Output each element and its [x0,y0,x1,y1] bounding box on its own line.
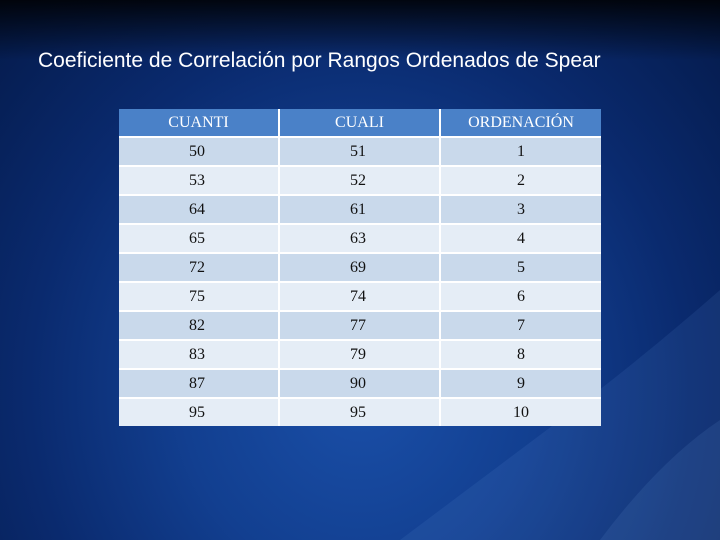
table-row: 83 79 8 [119,341,601,370]
cell-ordenacion: 4 [441,225,601,254]
cell-cuanti: 75 [119,283,280,312]
cell-cuali: 77 [280,312,441,341]
cell-cuali: 69 [280,254,441,283]
cell-cuanti: 95 [119,399,280,426]
cell-cuali: 61 [280,196,441,225]
cell-cuanti: 83 [119,341,280,370]
table-header-row: CUANTI CUALI ORDENACIÓN [119,109,601,138]
cell-cuali: 51 [280,138,441,167]
column-header-ordenacion: ORDENACIÓN [441,109,601,138]
table-row: 95 95 10 [119,399,601,426]
data-table: CUANTI CUALI ORDENACIÓN 50 51 1 53 52 2 … [119,109,601,426]
cell-cuali: 95 [280,399,441,426]
table-row: 82 77 7 [119,312,601,341]
slide-title: Coeficiente de Correlación por Rangos Or… [38,49,601,72]
cell-ordenacion: 1 [441,138,601,167]
cell-cuanti: 65 [119,225,280,254]
cell-ordenacion: 9 [441,370,601,399]
cell-cuanti: 82 [119,312,280,341]
cell-cuali: 63 [280,225,441,254]
cell-cuali: 74 [280,283,441,312]
cell-ordenacion: 6 [441,283,601,312]
table-row: 53 52 2 [119,167,601,196]
column-header-cuanti: CUANTI [119,109,280,138]
cell-ordenacion: 10 [441,399,601,426]
cell-ordenacion: 8 [441,341,601,370]
table-row: 65 63 4 [119,225,601,254]
cell-ordenacion: 7 [441,312,601,341]
cell-cuanti: 50 [119,138,280,167]
cell-cuali: 52 [280,167,441,196]
table-row: 87 90 9 [119,370,601,399]
cell-ordenacion: 3 [441,196,601,225]
cell-cuanti: 72 [119,254,280,283]
cell-ordenacion: 5 [441,254,601,283]
cell-cuali: 90 [280,370,441,399]
table-row: 50 51 1 [119,138,601,167]
data-table-container: CUANTI CUALI ORDENACIÓN 50 51 1 53 52 2 … [119,109,601,433]
cell-cuali: 79 [280,341,441,370]
cell-cuanti: 87 [119,370,280,399]
table-row: 75 74 6 [119,283,601,312]
column-header-cuali: CUALI [280,109,441,138]
cell-cuanti: 53 [119,167,280,196]
table-row: 64 61 3 [119,196,601,225]
cell-cuanti: 64 [119,196,280,225]
cell-ordenacion: 2 [441,167,601,196]
table-row: 72 69 5 [119,254,601,283]
top-shade [0,0,720,60]
